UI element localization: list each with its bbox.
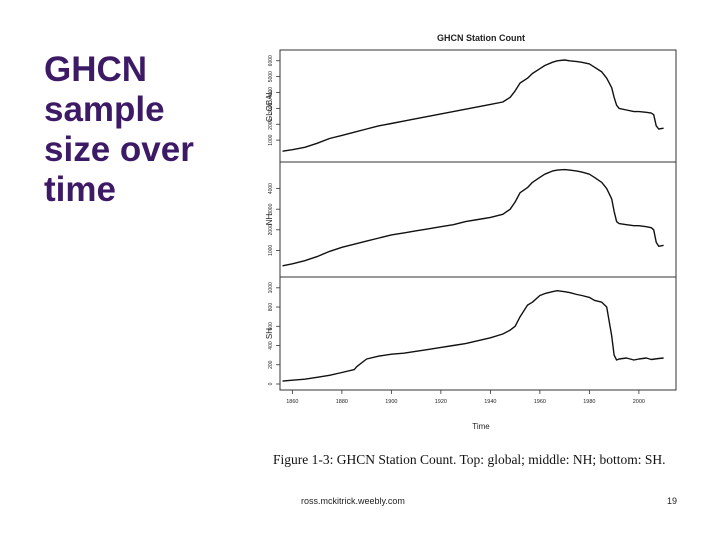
x-axis: 1860 1880 1900 1920 1940 1960 1980 2000 [286,390,645,405]
y-tick-label: 600 [268,322,274,331]
panel-ylabel: SH [265,328,274,339]
panel-nh: 1000 2000 3000 4000 NH [265,161,677,278]
x-tick-label: 1920 [435,399,447,405]
series-line-nh [282,168,664,267]
y-tick-label: 3000 [268,103,274,114]
footer-source: ross.mckitrick.weebly.com [301,496,405,506]
y-tick-label: 2000 [268,118,274,129]
slide-title: GHCN sample size over time [44,50,244,210]
title-line: time [44,170,116,209]
y-tick-label: 1000 [268,134,274,145]
y-tick-label: 4000 [268,87,274,98]
x-tick-label: 2000 [633,399,645,405]
y-tick-label: 400 [268,341,274,350]
y-tick-label: 5000 [268,71,274,82]
title-line: GHCN [44,50,148,89]
panel-global: 1000 2000 3000 4000 5000 6000 GLOBAL [265,49,677,163]
y-tick-label: 200 [268,360,274,369]
x-tick-label: 1860 [286,399,298,405]
x-tick-label: 1980 [583,399,595,405]
title-line: size over [44,130,194,169]
y-tick-label: 1000 [268,245,274,256]
chart-title: GHCN Station Count [437,33,525,43]
panel-sh: 0 200 400 600 800 1000 SH [265,276,677,391]
panel-ylabel: GLOBAL [265,89,274,122]
x-tick-label: 1900 [385,399,397,405]
x-tick-label: 1880 [336,399,348,405]
y-tick-label: 4000 [268,183,274,194]
y-tick-label: 1000 [268,282,274,293]
y-tick-label: 2000 [268,224,274,235]
station-count-chart: GHCN Station Count 100020003000400050006… [265,33,677,431]
y-tick-label: 3000 [268,203,274,214]
y-tick-label: 800 [268,303,274,312]
series-line-global [282,59,664,152]
series-line-sh [282,290,664,382]
chart-panels: 100020003000400050006000GLOBAL1000200030… [265,49,677,391]
x-axis-label: Time [472,422,490,431]
figure-caption: Figure 1-3: GHCN Station Count. Top: glo… [273,452,666,467]
title-line: sample [44,90,165,129]
panel-ylabel: NH [265,214,274,226]
x-tick-label: 1940 [484,399,496,405]
y-tick-label: 6000 [268,55,274,66]
panel-frame [279,276,677,391]
x-tick-label: 1960 [534,399,546,405]
y-tick-label: 0 [268,382,274,385]
page-number: 19 [667,496,678,506]
